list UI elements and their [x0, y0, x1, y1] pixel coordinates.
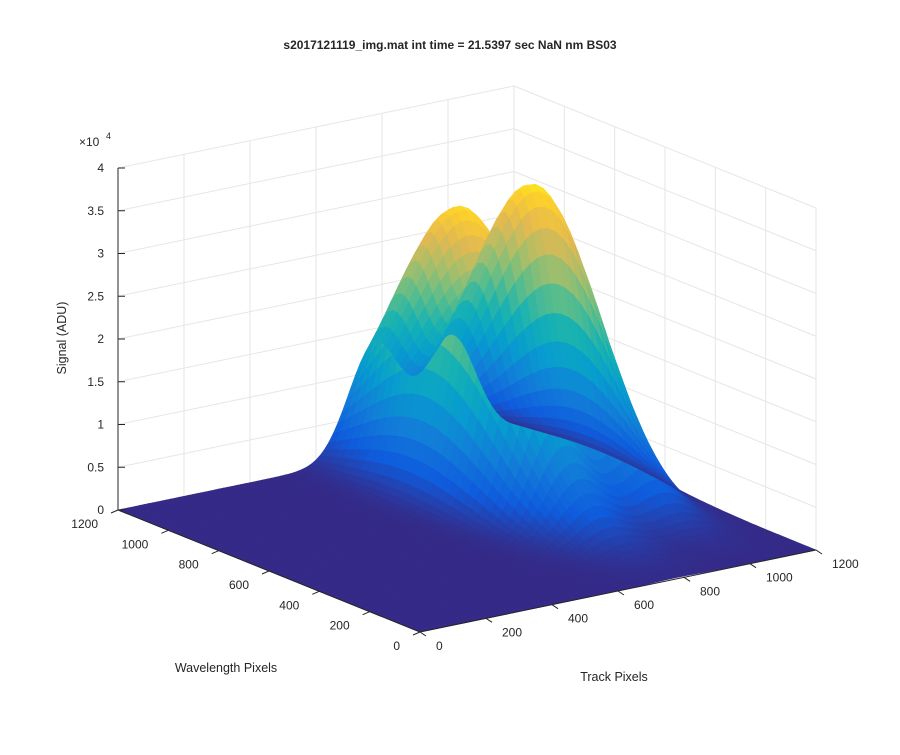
z-exponent-power: 4 [106, 131, 111, 141]
x-tick-mark [683, 576, 691, 582]
x-tick-label: 1200 [832, 557, 859, 571]
x-tick-mark [551, 604, 559, 610]
grid-line-side-z [513, 171, 817, 294]
z-exponent-base: ×10 [79, 135, 100, 149]
chart-title: s2017121119_img.mat int time = 21.5397 s… [283, 38, 617, 52]
x-tick-label: 400 [568, 612, 588, 626]
x-tick-label: 0 [436, 639, 443, 653]
y-axis-label: Wavelength Pixels [175, 661, 277, 675]
x-tick-label: 600 [634, 598, 654, 612]
x-tick-label: 800 [700, 584, 720, 598]
z-axis-label: Signal (ADU) [55, 302, 69, 375]
y-tick-mark [261, 570, 270, 575]
x-tick-mark [419, 631, 427, 637]
y-tick-label: 1000 [122, 537, 149, 551]
z-exponent: ×10 4 [79, 131, 111, 149]
grid-line-back-z [117, 171, 515, 254]
tick-labels: 0200400600800100012000200400600800100012… [71, 161, 859, 653]
y-tick-mark [412, 631, 421, 636]
axis-lines [110, 167, 823, 637]
z-tick-label: 1 [97, 418, 104, 432]
grid-line-side-z [513, 85, 817, 209]
grid-line-back-z [117, 85, 515, 169]
y-tick-label: 600 [229, 578, 249, 592]
y-tick-label: 400 [279, 598, 299, 612]
z-tick-label: 0.5 [87, 460, 104, 474]
z-tick-label: 2 [97, 332, 104, 346]
z-tick-label: 2.5 [87, 289, 104, 303]
grid-line-back-z [117, 128, 515, 212]
y-tick-label: 0 [393, 639, 400, 653]
z-tick-label: 3.5 [87, 204, 104, 218]
surface-mesh [116, 183, 818, 633]
z-tick-label: 0 [97, 503, 104, 517]
y-tick-mark [161, 529, 169, 534]
z-tick-label: 3 [97, 247, 104, 261]
z-tick-label: 4 [97, 161, 104, 175]
x-tick-mark [749, 563, 757, 569]
x-axis-label: Track Pixels [580, 670, 648, 684]
x-tick-mark [815, 549, 823, 555]
grid-line-side-z [513, 128, 817, 252]
x-tick-label: 1000 [766, 571, 793, 585]
y-tick-label: 800 [179, 558, 199, 572]
x-tick-label: 200 [502, 625, 522, 639]
y-tick-label: 200 [330, 619, 350, 633]
y-tick-mark [362, 611, 370, 616]
y-tick-mark [312, 590, 320, 595]
y-tick-mark [110, 509, 119, 514]
y-tick-mark [211, 550, 219, 555]
x-tick-mark [485, 617, 493, 623]
y-tick-label: 1200 [71, 517, 98, 531]
z-tick-label: 1.5 [87, 375, 104, 389]
x-tick-mark [617, 590, 625, 596]
